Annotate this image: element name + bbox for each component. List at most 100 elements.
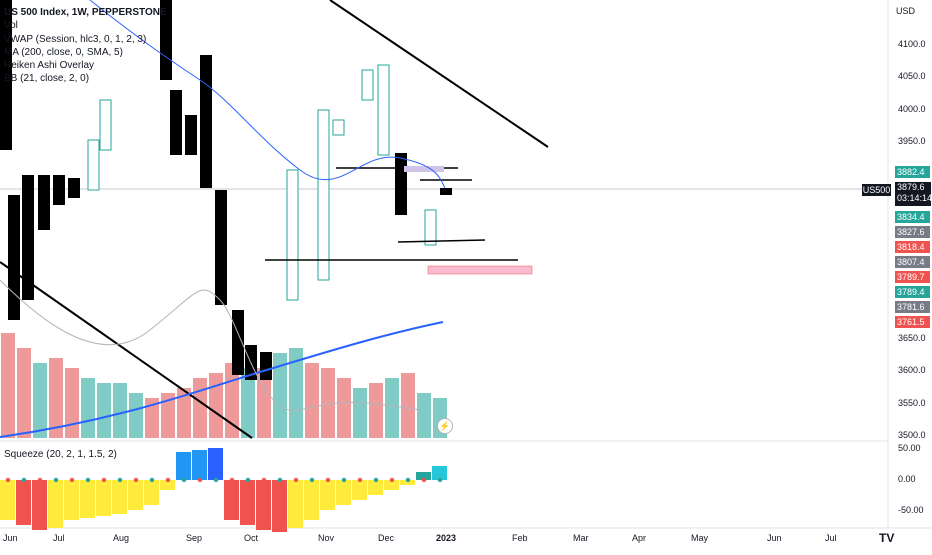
osc-label: 50.00	[898, 443, 921, 453]
hollow-candle	[424, 209, 437, 246]
squeeze-bar	[304, 480, 319, 520]
volume-bar	[257, 368, 271, 438]
price-label: 3500.0	[898, 430, 926, 440]
hollow-candle	[317, 109, 330, 281]
level-tag: 3789.7	[895, 271, 930, 283]
level-tag: 3807.4	[895, 256, 930, 268]
time-label: Sep	[186, 533, 203, 543]
hollow-candle	[99, 99, 112, 151]
squeeze-bar	[224, 480, 239, 520]
level-tag: 3761.5	[895, 316, 930, 328]
heiken-ashi-candle	[215, 190, 227, 305]
squeeze-bar	[400, 480, 415, 485]
price-label: 3600.0	[898, 365, 926, 375]
lightning-icon[interactable]: ⚡	[437, 418, 453, 434]
squeeze-dot	[37, 477, 43, 483]
legend-vwap[interactable]: VWAP (Session, hlc3, 0, 1, 2, 3)	[4, 33, 147, 45]
ma-line	[0, 321, 444, 438]
squeeze-bar	[272, 480, 287, 532]
level-tag: 3882.4	[895, 166, 930, 178]
level-tag: 3827.6	[895, 226, 930, 238]
squeeze-dot	[21, 477, 27, 483]
squeeze-bar	[352, 480, 367, 500]
volume-bar	[193, 378, 207, 438]
squeeze-dot	[325, 477, 331, 483]
time-label: Oct	[244, 533, 259, 543]
legend-vol[interactable]: Vol	[4, 20, 18, 32]
squeeze-dot	[293, 477, 299, 483]
time-label: May	[691, 533, 709, 543]
squeeze-bar	[80, 480, 95, 518]
level-tag: 3834.4	[895, 211, 930, 223]
level-tag: 3818.4	[895, 241, 930, 253]
price-label: 3550.0	[898, 398, 926, 408]
squeeze-dot	[309, 477, 315, 483]
legend-heiken-ashi[interactable]: Heiken Ashi Overlay	[4, 60, 95, 72]
time-label: Mar	[573, 533, 589, 543]
heiken-ashi-candle	[38, 175, 50, 230]
squeeze-bar	[176, 452, 191, 480]
squeeze-bar	[336, 480, 351, 505]
volume-bar	[17, 348, 31, 438]
current-price-tag: 3879.6 03:14:14	[895, 182, 932, 206]
price-label: 3950.0	[898, 136, 926, 146]
squeeze-dot	[85, 477, 91, 483]
squeeze-bar	[128, 480, 143, 510]
heiken-ashi-candle	[440, 188, 452, 195]
heiken-ashi-candle	[68, 178, 80, 198]
volume-bar	[273, 353, 287, 438]
bar-countdown: 03:14:14	[897, 193, 932, 203]
osc-label: -50.00	[898, 505, 924, 515]
heiken-ashi-candle	[260, 352, 272, 380]
squeeze-bar	[192, 450, 207, 480]
squeeze-dot	[197, 477, 203, 483]
supply-zone	[404, 166, 444, 172]
legend-ma[interactable]: MA (200, close, 0, SMA, 5)	[4, 46, 123, 58]
heiken-ashi-candle	[200, 55, 212, 188]
squeeze-dot	[133, 477, 139, 483]
heiken-ashi-candle	[185, 115, 197, 155]
hollow-candle	[286, 169, 299, 301]
hollow-candle	[377, 64, 390, 156]
time-label: Feb	[512, 533, 528, 543]
chart-legend: US 500 Index, 1W, PEPPERSTONE Vol VWAP (…	[4, 6, 167, 86]
squeeze-dot	[421, 477, 427, 483]
volume-bar	[417, 393, 431, 438]
time-label: Jun	[767, 533, 782, 543]
squeeze-dot	[341, 477, 347, 483]
squeeze-bar	[0, 480, 15, 520]
squeeze-dot	[389, 477, 395, 483]
volume-bar	[161, 393, 175, 438]
volume-bar	[49, 358, 63, 438]
price-label: 3650.0	[898, 333, 926, 343]
time-label: Aug	[113, 533, 130, 543]
time-label: Nov	[318, 533, 335, 543]
volume-bar	[177, 388, 191, 438]
volume-bar	[113, 383, 127, 438]
volume-bar	[65, 368, 79, 438]
volume-bar	[241, 368, 255, 438]
squeeze-dot	[437, 477, 443, 483]
symbol-title[interactable]: US 500 Index, 1W, PEPPERSTONE	[4, 7, 167, 18]
squeeze-bar	[208, 448, 223, 480]
heiken-ashi-candle	[22, 175, 34, 300]
volume-bar	[401, 373, 415, 438]
volume-bar	[305, 363, 319, 438]
support-line-2	[397, 239, 486, 243]
legend-bb[interactable]: BB (21, close, 2, 0)	[4, 73, 90, 85]
heiken-ashi-candle	[170, 90, 182, 155]
volume-bar	[353, 388, 367, 438]
heiken-ashi-candle	[53, 175, 65, 205]
squeeze-dot	[53, 477, 59, 483]
volume-bar	[145, 398, 159, 438]
squeeze-dot	[117, 477, 123, 483]
volume-bar	[385, 378, 399, 438]
squeeze-legend[interactable]: Squeeze (20, 2, 1, 1.5, 2)	[4, 449, 117, 460]
squeeze-dot	[277, 477, 283, 483]
volume-bar	[321, 368, 335, 438]
hollow-candle	[332, 119, 345, 136]
squeeze-dot	[245, 477, 251, 483]
volume-bar	[33, 363, 47, 438]
